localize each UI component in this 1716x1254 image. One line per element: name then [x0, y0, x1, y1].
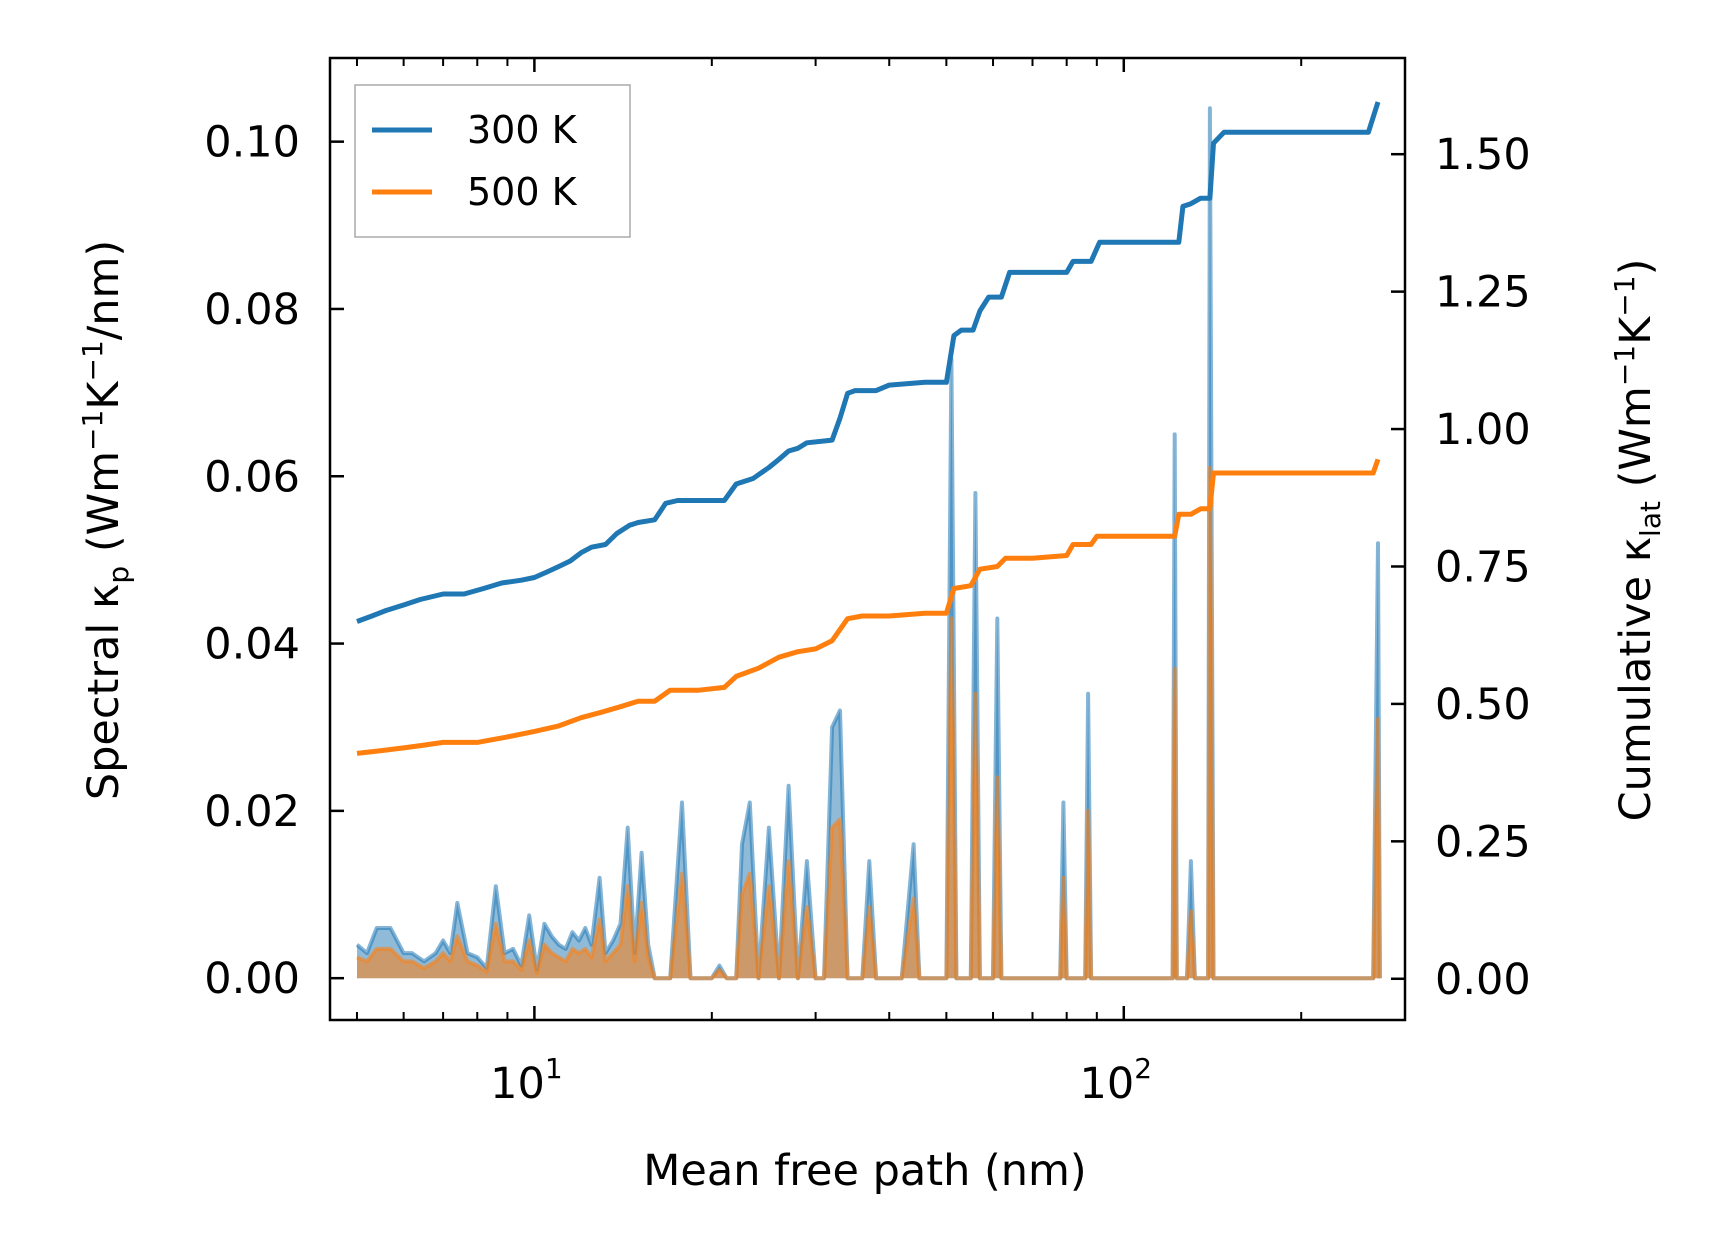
cumulative-line-500k [356, 458, 1381, 756]
y-right-tick-label: 0.50 [1435, 680, 1531, 730]
y-right-tick-label: 0.75 [1435, 542, 1531, 592]
y-left-tick-label: 0.04 [204, 620, 300, 670]
y-left-tick-label: 0.02 [204, 787, 300, 837]
y-left-tick-label: 0.06 [204, 452, 300, 502]
spectral-line-500k [356, 465, 1382, 981]
legend-label: 500 K [467, 170, 578, 214]
y-right-tick-label: 1.00 [1435, 405, 1531, 455]
y-right-tick-label: 0.00 [1435, 955, 1531, 1005]
y-right-tick-label: 0.25 [1435, 817, 1531, 867]
y-right-tick-label: 1.25 [1435, 268, 1531, 318]
spectral-line-300k [355, 106, 1382, 981]
y-left-tick-label: 0.00 [204, 954, 300, 1004]
legend-box [354, 84, 631, 238]
spectral-area-300k [357, 108, 1380, 979]
plot-frame [328, 56, 1407, 1022]
y-left-tick-label: 0.08 [204, 285, 300, 335]
axes-layer: 0.00 0.02 0.04 0.06 0.08 0.10 0.00 0.25 0.50 0.75… [204, 56, 1531, 1109]
legend-label: 300 K [467, 108, 578, 152]
cumulative-line-300k [356, 101, 1381, 624]
data-layer [355, 101, 1382, 981]
y-left-tick-label: 0.10 [204, 118, 300, 168]
x-tick-label: 102 [1080, 1052, 1153, 1109]
y-axis-left-label: Spectral κp (Wm−1K−1/nm) [76, 240, 135, 800]
x-axis-label: Mean free path (nm) [643, 1146, 1086, 1196]
x-tick-label: 101 [490, 1052, 563, 1109]
legend: 300 K 500 K [354, 84, 631, 238]
y-right-tick-label: 1.50 [1435, 130, 1531, 180]
y-axis-right-label: Cumulative κlat (Wm−1K−1) [1608, 259, 1667, 822]
